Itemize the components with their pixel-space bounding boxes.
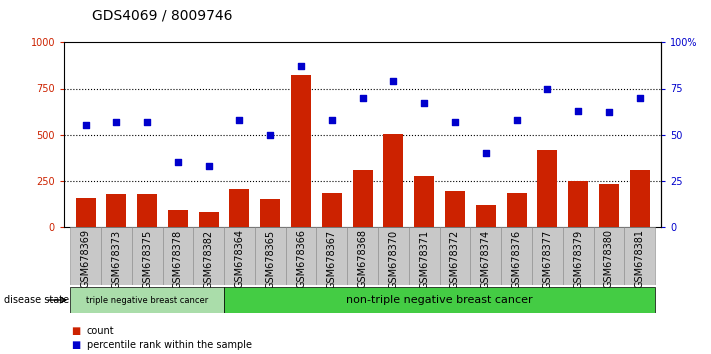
- Bar: [532, 227, 562, 285]
- Bar: [322, 193, 342, 227]
- Point: [634, 95, 646, 101]
- Point: [449, 119, 461, 125]
- Point: [172, 159, 183, 165]
- Point: [234, 117, 245, 122]
- Point: [203, 163, 215, 169]
- Bar: [291, 75, 311, 227]
- Bar: [70, 227, 101, 285]
- Bar: [409, 227, 439, 285]
- Bar: [224, 287, 655, 313]
- Text: GSM678377: GSM678377: [542, 229, 552, 289]
- Bar: [562, 227, 594, 285]
- Bar: [538, 150, 557, 227]
- Bar: [506, 193, 527, 227]
- Point: [603, 110, 614, 115]
- Text: GSM678365: GSM678365: [265, 229, 275, 289]
- Text: GSM678378: GSM678378: [173, 229, 183, 289]
- Bar: [316, 227, 347, 285]
- Text: GSM678370: GSM678370: [388, 229, 398, 289]
- Point: [80, 122, 91, 128]
- Bar: [75, 198, 95, 227]
- Bar: [137, 194, 157, 227]
- Text: GSM678375: GSM678375: [142, 229, 152, 289]
- Point: [357, 95, 368, 101]
- Bar: [383, 133, 403, 227]
- Bar: [445, 191, 465, 227]
- Bar: [193, 227, 224, 285]
- Text: count: count: [87, 326, 114, 336]
- Point: [510, 117, 522, 122]
- Bar: [630, 170, 650, 227]
- Point: [111, 119, 122, 125]
- Bar: [347, 227, 378, 285]
- Bar: [107, 194, 127, 227]
- Bar: [624, 227, 655, 285]
- Bar: [378, 227, 409, 285]
- Bar: [599, 184, 619, 227]
- Point: [572, 108, 584, 113]
- Text: GSM678364: GSM678364: [235, 229, 245, 289]
- Text: GSM678381: GSM678381: [635, 229, 645, 289]
- Bar: [501, 227, 532, 285]
- Bar: [101, 227, 132, 285]
- Bar: [70, 287, 224, 313]
- Point: [264, 132, 276, 137]
- Bar: [353, 170, 373, 227]
- Text: non-triple negative breast cancer: non-triple negative breast cancer: [346, 295, 533, 305]
- Text: GSM678372: GSM678372: [450, 229, 460, 289]
- Point: [387, 78, 399, 84]
- Text: GSM678382: GSM678382: [203, 229, 214, 289]
- Bar: [224, 227, 255, 285]
- Text: GSM678366: GSM678366: [296, 229, 306, 289]
- Text: GSM678373: GSM678373: [112, 229, 122, 289]
- Text: GDS4069 / 8009746: GDS4069 / 8009746: [92, 9, 233, 23]
- Text: triple negative breast cancer: triple negative breast cancer: [86, 296, 208, 304]
- Text: percentile rank within the sample: percentile rank within the sample: [87, 340, 252, 350]
- Bar: [168, 210, 188, 227]
- Bar: [255, 227, 286, 285]
- Text: GSM678367: GSM678367: [327, 229, 337, 289]
- Bar: [198, 212, 219, 227]
- Text: ■: ■: [71, 326, 80, 336]
- Point: [542, 86, 553, 91]
- Point: [326, 117, 338, 122]
- Point: [141, 119, 153, 125]
- Bar: [476, 205, 496, 227]
- Bar: [568, 181, 588, 227]
- Point: [419, 101, 430, 106]
- Text: GSM678376: GSM678376: [511, 229, 522, 289]
- Bar: [132, 227, 163, 285]
- Bar: [163, 227, 193, 285]
- Text: GSM678379: GSM678379: [573, 229, 583, 289]
- Point: [480, 150, 491, 156]
- Text: GSM678369: GSM678369: [80, 229, 90, 289]
- Text: GSM678371: GSM678371: [419, 229, 429, 289]
- Bar: [439, 227, 471, 285]
- Bar: [230, 189, 250, 227]
- Text: GSM678368: GSM678368: [358, 229, 368, 289]
- Point: [295, 64, 306, 69]
- Bar: [415, 176, 434, 227]
- Text: disease state: disease state: [4, 295, 69, 305]
- Bar: [260, 199, 280, 227]
- Bar: [471, 227, 501, 285]
- Text: GSM678374: GSM678374: [481, 229, 491, 289]
- Bar: [286, 227, 316, 285]
- Bar: [594, 227, 624, 285]
- Text: GSM678380: GSM678380: [604, 229, 614, 289]
- Text: ■: ■: [71, 340, 80, 350]
